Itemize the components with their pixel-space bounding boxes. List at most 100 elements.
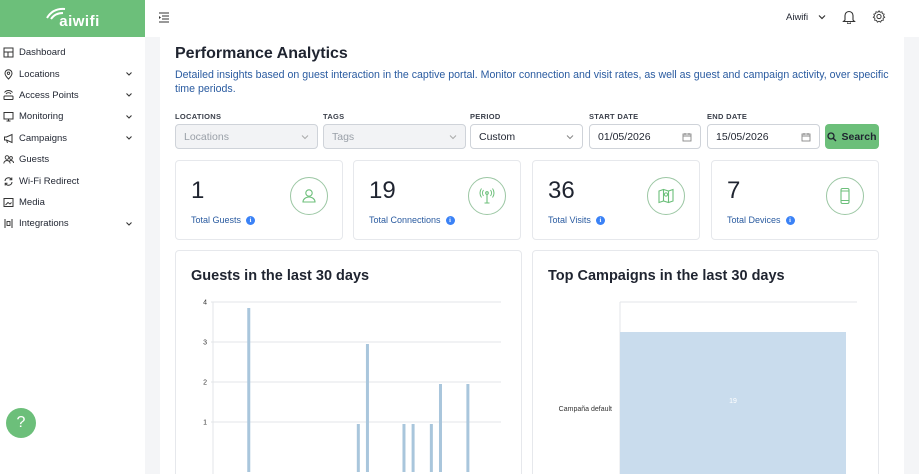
stat-label: Total Connections xyxy=(369,215,441,225)
help-button[interactable]: ? xyxy=(6,408,36,438)
page-subtitle: Detailed insights based on guest interac… xyxy=(175,69,889,95)
end-date-value: 15/05/2026 xyxy=(716,130,769,143)
dashboard-icon xyxy=(3,47,14,58)
chevron-down-icon xyxy=(566,134,574,139)
sidebar-item-campaigns[interactable]: Campaigns xyxy=(0,128,145,149)
sidebar-item-label: Access Points xyxy=(19,89,79,101)
sidebar-item-access-points[interactable]: Access Points xyxy=(0,85,145,106)
guests-bar[interactable] xyxy=(429,424,433,472)
chevron-down-icon[interactable] xyxy=(125,70,133,78)
locations-label: LOCATIONS xyxy=(175,112,222,121)
sidebar-item-label: Guests xyxy=(19,154,50,166)
chevron-down-icon xyxy=(301,134,309,139)
stat-value: 1 xyxy=(191,177,205,204)
sidebar-item-guests[interactable]: Guests xyxy=(0,149,145,170)
guests-bar[interactable] xyxy=(438,384,442,472)
stat-label-row: Total Guests i xyxy=(191,215,256,225)
campaign-bar[interactable] xyxy=(620,332,846,474)
logo[interactable]: aiwifi xyxy=(0,0,145,37)
megaphone-icon xyxy=(4,133,13,144)
chevron-down-icon[interactable] xyxy=(817,12,827,22)
sidebar-item-monitoring[interactable]: Monitoring xyxy=(0,106,145,127)
gear-icon[interactable] xyxy=(872,9,886,24)
sidebar-item-label: Media xyxy=(19,196,45,208)
stat-label-row: Total Visits i xyxy=(548,215,605,225)
chevron-down-icon[interactable] xyxy=(125,91,133,99)
wifi-logo-icon xyxy=(46,7,66,20)
help-label: ? xyxy=(16,414,26,431)
start-date-field[interactable]: 01/05/2026 xyxy=(589,124,701,149)
stat-card-devices: 7 Total Devices i xyxy=(711,160,879,240)
data-label: 19 xyxy=(729,398,737,405)
stat-label: Total Devices xyxy=(727,215,781,225)
search-button[interactable]: Search xyxy=(825,124,879,149)
locations-placeholder: Locations xyxy=(184,130,229,143)
sidebar-item-label: Wi-Fi Redirect xyxy=(19,175,80,187)
locations-select[interactable]: Locations xyxy=(175,124,318,149)
chart-title: Guests in the last 30 days xyxy=(191,268,370,284)
y-tick-label: 4 xyxy=(203,300,207,307)
info-icon[interactable]: i xyxy=(246,215,256,225)
sidebar-item-label: Dashboard xyxy=(19,47,66,59)
sidebar-item-wi-fi-redirect[interactable]: Wi-Fi Redirect xyxy=(0,170,145,191)
chevron-down-icon[interactable] xyxy=(125,220,133,228)
y-tick-label: 2 xyxy=(203,380,207,387)
y-tick-label: 3 xyxy=(203,340,207,347)
access-point-icon xyxy=(3,90,14,100)
sidebar-item-dashboard[interactable]: Dashboard xyxy=(0,42,145,63)
sidebar-nav: Dashboard Locations Access Points Monitorin… xyxy=(0,42,145,235)
sidebar-item-label: Campaigns xyxy=(19,132,68,144)
end-date-label: END DATE xyxy=(707,112,748,121)
sidebar-item-label: Integrations xyxy=(19,218,69,230)
stat-label-row: Total Devices i xyxy=(727,215,795,225)
chevron-down-icon xyxy=(449,134,457,139)
guests-bar[interactable] xyxy=(356,424,360,472)
sidebar-item-label: Monitoring xyxy=(19,111,64,123)
info-icon[interactable]: i xyxy=(595,215,605,225)
content-panel: Performance Analytics Detailed insights … xyxy=(160,37,904,474)
stat-card-guests: 1 Total Guests i xyxy=(175,160,343,240)
start-date-label: START DATE xyxy=(589,112,639,121)
start-date-value: 01/05/2026 xyxy=(598,130,651,143)
guests-bar[interactable] xyxy=(247,308,251,472)
sidebar-item-locations[interactable]: Locations xyxy=(0,63,145,84)
guests-bar[interactable] xyxy=(466,384,470,472)
stat-label: Total Guests xyxy=(191,215,242,225)
chevron-down-icon[interactable] xyxy=(125,134,133,142)
guests-bar-chart: 4 3 2 1 xyxy=(203,300,501,474)
end-date-field[interactable]: 15/05/2026 xyxy=(707,124,820,149)
antenna-icon xyxy=(468,177,506,215)
main-area: Performance Analytics Detailed insights … xyxy=(145,37,919,474)
sidebar-item-integrations[interactable]: Integrations xyxy=(0,213,145,234)
calendar-icon[interactable] xyxy=(801,132,811,142)
user-name[interactable]: Aiwifi xyxy=(786,12,809,23)
period-label: PERIOD xyxy=(470,112,501,121)
guests-bar[interactable] xyxy=(411,424,415,472)
location-pin-icon xyxy=(4,68,13,80)
stat-label-row: Total Connections i xyxy=(369,215,455,225)
info-icon[interactable]: i xyxy=(445,215,455,225)
period-value: Custom xyxy=(479,130,516,143)
stat-card-visits: 36 Total Visits i xyxy=(532,160,700,240)
search-icon xyxy=(827,131,837,141)
chevron-down-icon[interactable] xyxy=(125,113,133,121)
map-icon xyxy=(647,177,685,215)
media-icon xyxy=(3,197,14,207)
guests-bar[interactable] xyxy=(365,344,369,472)
sidebar-item-media[interactable]: Media xyxy=(0,192,145,213)
bell-icon[interactable] xyxy=(842,9,856,24)
stat-value: 19 xyxy=(369,177,396,204)
stat-label: Total Visits xyxy=(548,215,591,225)
monitor-icon xyxy=(3,112,14,122)
tags-select[interactable]: Tags xyxy=(323,124,466,149)
guests-bar[interactable] xyxy=(402,424,406,472)
info-icon[interactable]: i xyxy=(785,215,795,225)
campaigns-bar-chart: Campaña default 19 xyxy=(559,301,857,474)
guests-chart-card: Guests in the last 30 days 4 3 2 1 xyxy=(175,250,522,474)
stat-value: 36 xyxy=(548,177,575,204)
period-select[interactable]: Custom xyxy=(470,124,583,149)
calendar-icon[interactable] xyxy=(682,132,692,142)
menu-toggle-icon[interactable] xyxy=(158,11,170,23)
sidebar: aiwifi Dashboard Locations Access Points Mo… xyxy=(0,0,145,474)
logo-text: aiwifi xyxy=(59,13,100,30)
